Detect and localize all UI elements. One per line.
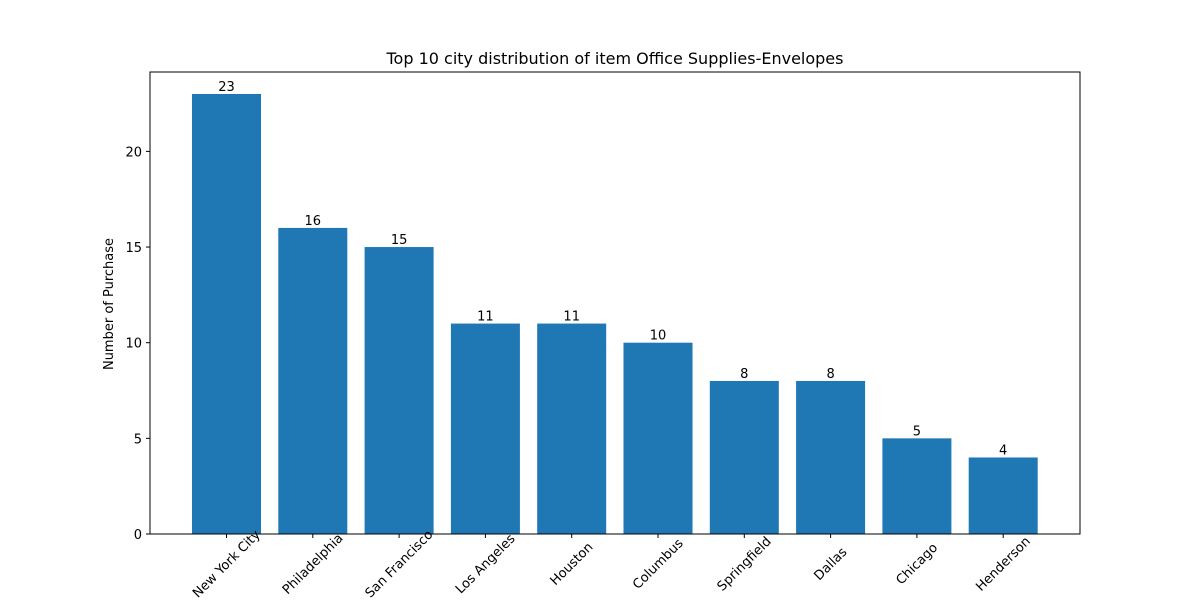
y-tick-label: 20: [125, 145, 142, 160]
bar-value-label: 4: [999, 443, 1007, 458]
x-tick-label: Henderson: [973, 534, 1034, 595]
y-tick-label: 0: [134, 528, 142, 543]
x-tick-label: New York City: [190, 527, 264, 600]
bar-value-label: 8: [740, 367, 748, 382]
y-axis-label: Number of Purchase: [102, 238, 117, 370]
x-tick-label: San Francisco: [363, 527, 437, 600]
bar-value-label: 11: [477, 310, 494, 325]
bar-springfield: [709, 380, 779, 534]
x-tick-label: Springfield: [715, 534, 775, 594]
x-tick-label: Dallas: [812, 545, 851, 584]
x-tick-label: Los Angeles: [453, 531, 519, 597]
bar-chicago: [882, 438, 952, 534]
x-tick-label: Houston: [548, 540, 597, 589]
bar-value-label: 16: [305, 214, 322, 229]
chart-title: Top 10 city distribution of item Office …: [386, 49, 844, 68]
y-tick-label: 5: [134, 432, 142, 447]
y-tick-label: 15: [125, 241, 142, 256]
bars-group: [192, 94, 1038, 535]
bar-houston: [537, 323, 607, 534]
bar-value-label: 8: [826, 367, 834, 382]
bar-dallas: [796, 380, 866, 534]
x-axis: New York City Philadelphia San Francisco Lo…: [190, 527, 1034, 600]
bar-columbus: [623, 342, 693, 534]
x-tick-label: Chicago: [893, 541, 941, 589]
bar-value-label: 10: [650, 329, 667, 344]
plot-frame: [149, 71, 1081, 535]
bar-value-label: 11: [563, 310, 580, 325]
bar-henderson: [968, 457, 1038, 534]
bar-value-label: 5: [913, 424, 921, 439]
data-labels-group: 23 16 15 11 11 10 8 8 5 4: [218, 80, 1007, 458]
y-axis: 0 5 10 15 20: [125, 145, 150, 543]
x-tick-label: Columbus: [630, 536, 687, 593]
bar-value-label: 23: [218, 80, 235, 95]
y-tick-label: 10: [125, 337, 142, 352]
bar-san-francisco: [364, 247, 434, 535]
bar-value-label: 15: [391, 233, 408, 248]
bar-philadelphia: [278, 227, 348, 535]
bar-los-angeles: [450, 323, 520, 534]
bar-new-york-city: [192, 94, 261, 534]
x-tick-label: Philadelphia: [280, 531, 347, 598]
